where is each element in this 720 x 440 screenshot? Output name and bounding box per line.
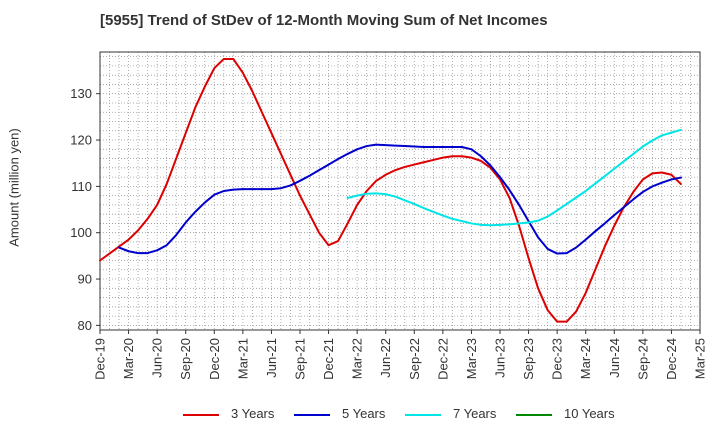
series-line-5-years [118, 143, 682, 255]
x-tick-label: Dec-20 [207, 338, 222, 380]
x-tick-label: Dec-24 [664, 338, 679, 380]
x-tick-label: Jun-22 [378, 338, 393, 378]
x-tick-label: Mar-24 [578, 338, 593, 379]
legend-swatch [183, 414, 219, 416]
x-tick-label: Jun-20 [150, 338, 165, 378]
x-tick-label: Dec-22 [435, 338, 450, 380]
legend-label: 3 Years [231, 406, 275, 421]
y-tick-label: 90 [78, 272, 92, 287]
legend-swatch [516, 414, 552, 416]
x-tick-label: Sep-21 [293, 338, 308, 380]
x-tick-label: Sep-24 [635, 338, 650, 380]
x-tick-label: Mar-20 [121, 338, 136, 379]
x-tick-label: Sep-22 [407, 338, 422, 380]
x-tick-label: Dec-23 [550, 338, 565, 380]
y-tick-label: 80 [78, 318, 92, 333]
x-tick-label: Dec-19 [93, 338, 108, 380]
x-tick-label: Mar-21 [235, 338, 250, 379]
x-tick-label: Jun-23 [493, 338, 508, 378]
x-tick-label: Mar-25 [693, 338, 708, 379]
x-tick-label: Jun-21 [264, 338, 279, 378]
x-tick-label: Sep-20 [178, 338, 193, 380]
plot-area: 80 90 100 110 120 130 Dec-19 Mar-20 Jun-20 Sep-20… [70, 51, 708, 380]
legend-label: 5 Years [342, 406, 386, 421]
plot-frame [99, 51, 701, 331]
x-tick-label: Mar-22 [350, 338, 365, 379]
legend-swatch [405, 414, 441, 416]
legend-label: 7 Years [453, 406, 497, 421]
legend-swatch [294, 414, 330, 416]
legend-label: 10 Years [564, 406, 615, 421]
y-tick-label: 130 [70, 86, 92, 101]
series-line-7-years [346, 128, 682, 227]
y-tick-label: 100 [70, 225, 92, 240]
y-tick-label: 120 [70, 133, 92, 148]
x-tick-label: Mar-23 [464, 338, 479, 379]
x-tick-label: Jun-24 [607, 338, 622, 378]
x-tick-label: Sep-23 [521, 338, 536, 380]
chart-title: [5955] Trend of StDev of 12-Month Moving… [100, 12, 548, 29]
series-line-3-years [99, 57, 682, 323]
legend: 3 Years 5 Years 7 Years 10 Years [0, 402, 720, 428]
x-tick-label: Dec-21 [321, 338, 336, 380]
y-tick-label: 110 [71, 179, 92, 194]
